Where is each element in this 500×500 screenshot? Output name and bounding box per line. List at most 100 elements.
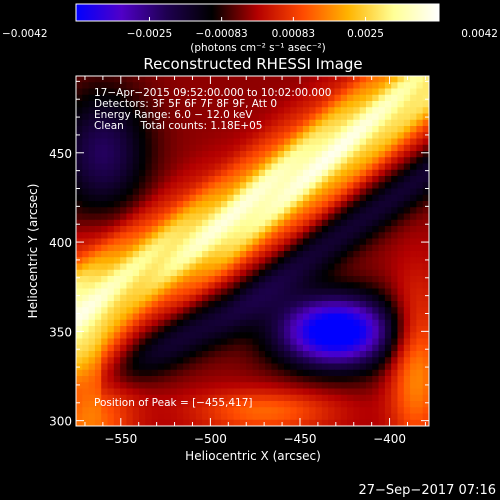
heatmap-cell <box>378 326 386 333</box>
heatmap-cell <box>265 107 273 115</box>
heatmap-cell <box>145 388 153 396</box>
chart-title: Reconstructed RHESSI Image <box>143 55 362 73</box>
heatmap-cell <box>227 382 235 390</box>
heatmap-cell <box>132 263 140 271</box>
heatmap-cell <box>277 188 285 196</box>
heatmap-cell <box>321 263 329 271</box>
heatmap-cell <box>321 307 329 315</box>
heatmap-cell <box>359 201 367 208</box>
heatmap-cell <box>309 169 317 177</box>
heatmap-cell <box>315 132 323 140</box>
heatmap-cell <box>214 263 222 271</box>
heatmap-cell <box>157 419 165 426</box>
heatmap-cell <box>239 369 247 377</box>
heatmap-cell <box>76 394 83 402</box>
heatmap-cell <box>296 401 304 408</box>
heatmap-cell <box>258 388 266 396</box>
heatmap-cell <box>328 213 336 221</box>
heatmap-cell <box>208 244 216 252</box>
heatmap-cell <box>94 88 102 96</box>
heatmap-cell <box>126 163 134 171</box>
heatmap-cell <box>391 238 399 246</box>
heatmap-cell <box>302 269 310 277</box>
heatmap-cell <box>315 163 323 171</box>
heatmap-cell <box>296 307 304 315</box>
heatmap-cell <box>372 288 380 296</box>
heatmap-cell <box>132 376 140 383</box>
heatmap-cell <box>252 169 260 177</box>
heatmap-cell <box>176 188 184 196</box>
heatmap-cell <box>145 138 153 146</box>
heatmap-cell <box>384 338 392 346</box>
heatmap-cell <box>82 301 90 308</box>
heatmap-cell <box>139 126 146 133</box>
heatmap-cell <box>88 238 96 246</box>
heatmap-cell <box>328 413 336 421</box>
heatmap-cell <box>410 257 417 265</box>
heatmap-cell <box>410 338 417 346</box>
heatmap-cell <box>353 201 361 208</box>
heatmap-cell <box>347 376 354 383</box>
heatmap-cell <box>378 138 386 146</box>
heatmap-cell <box>321 163 329 171</box>
heatmap-cell <box>76 307 83 315</box>
heatmap-cell <box>94 307 102 315</box>
heatmap-cell <box>239 232 247 240</box>
heatmap-cell <box>290 363 298 371</box>
heatmap-cell <box>353 369 361 377</box>
heatmap-cell <box>126 132 134 140</box>
heatmap-cell <box>347 101 354 108</box>
heatmap-cell <box>372 126 380 133</box>
heatmap-cell <box>214 157 222 165</box>
heatmap-cell <box>422 407 429 415</box>
heatmap-cell <box>302 82 310 90</box>
heatmap-cell <box>107 294 115 302</box>
heatmap-cell <box>372 407 380 415</box>
heatmap-cell <box>290 401 298 408</box>
heatmap-cell <box>107 419 115 426</box>
heatmap-cell <box>271 294 279 302</box>
heatmap-cell <box>113 263 121 271</box>
heatmap-cell <box>378 226 386 233</box>
heatmap-cell <box>410 82 417 90</box>
heatmap-cell <box>176 207 184 215</box>
heatmap-cell <box>422 338 429 346</box>
heatmap-cell <box>271 313 279 321</box>
heatmap-cell <box>208 213 216 221</box>
heatmap-cell <box>239 182 247 190</box>
heatmap-cell <box>252 332 260 340</box>
heatmap-cell <box>315 76 323 83</box>
heatmap-cell <box>164 188 172 196</box>
heatmap-cell <box>296 376 304 383</box>
heatmap-cell <box>126 119 134 127</box>
heatmap-cell <box>157 144 165 152</box>
heatmap-cell <box>101 244 109 252</box>
heatmap-cell <box>378 132 386 140</box>
heatmap-cell <box>347 326 354 333</box>
heatmap-cell <box>246 82 254 90</box>
heatmap-cell <box>233 269 241 277</box>
heatmap-cell <box>422 388 429 396</box>
heatmap-cell <box>284 76 291 83</box>
heatmap-cell <box>120 244 128 252</box>
heatmap-cell <box>246 313 254 321</box>
heatmap-cell <box>353 157 361 165</box>
heatmap-cell <box>233 188 241 196</box>
heatmap-cell <box>145 307 153 315</box>
heatmap-cell <box>120 344 128 352</box>
heatmap-cell <box>246 369 254 377</box>
heatmap-cell <box>214 313 222 321</box>
heatmap-cell <box>113 388 121 396</box>
heatmap-cell <box>94 269 102 277</box>
heatmap-cell <box>202 244 209 252</box>
heatmap-cell <box>220 376 228 383</box>
heatmap-cell <box>132 132 140 140</box>
heatmap-cell <box>422 182 429 190</box>
heatmap-cell <box>416 232 424 240</box>
heatmap-cell <box>107 313 115 321</box>
heatmap-cell <box>365 101 373 108</box>
heatmap-cell <box>233 238 241 246</box>
heatmap-cell <box>120 194 128 202</box>
heatmap-cell <box>315 294 323 302</box>
heatmap-cell <box>403 269 411 277</box>
